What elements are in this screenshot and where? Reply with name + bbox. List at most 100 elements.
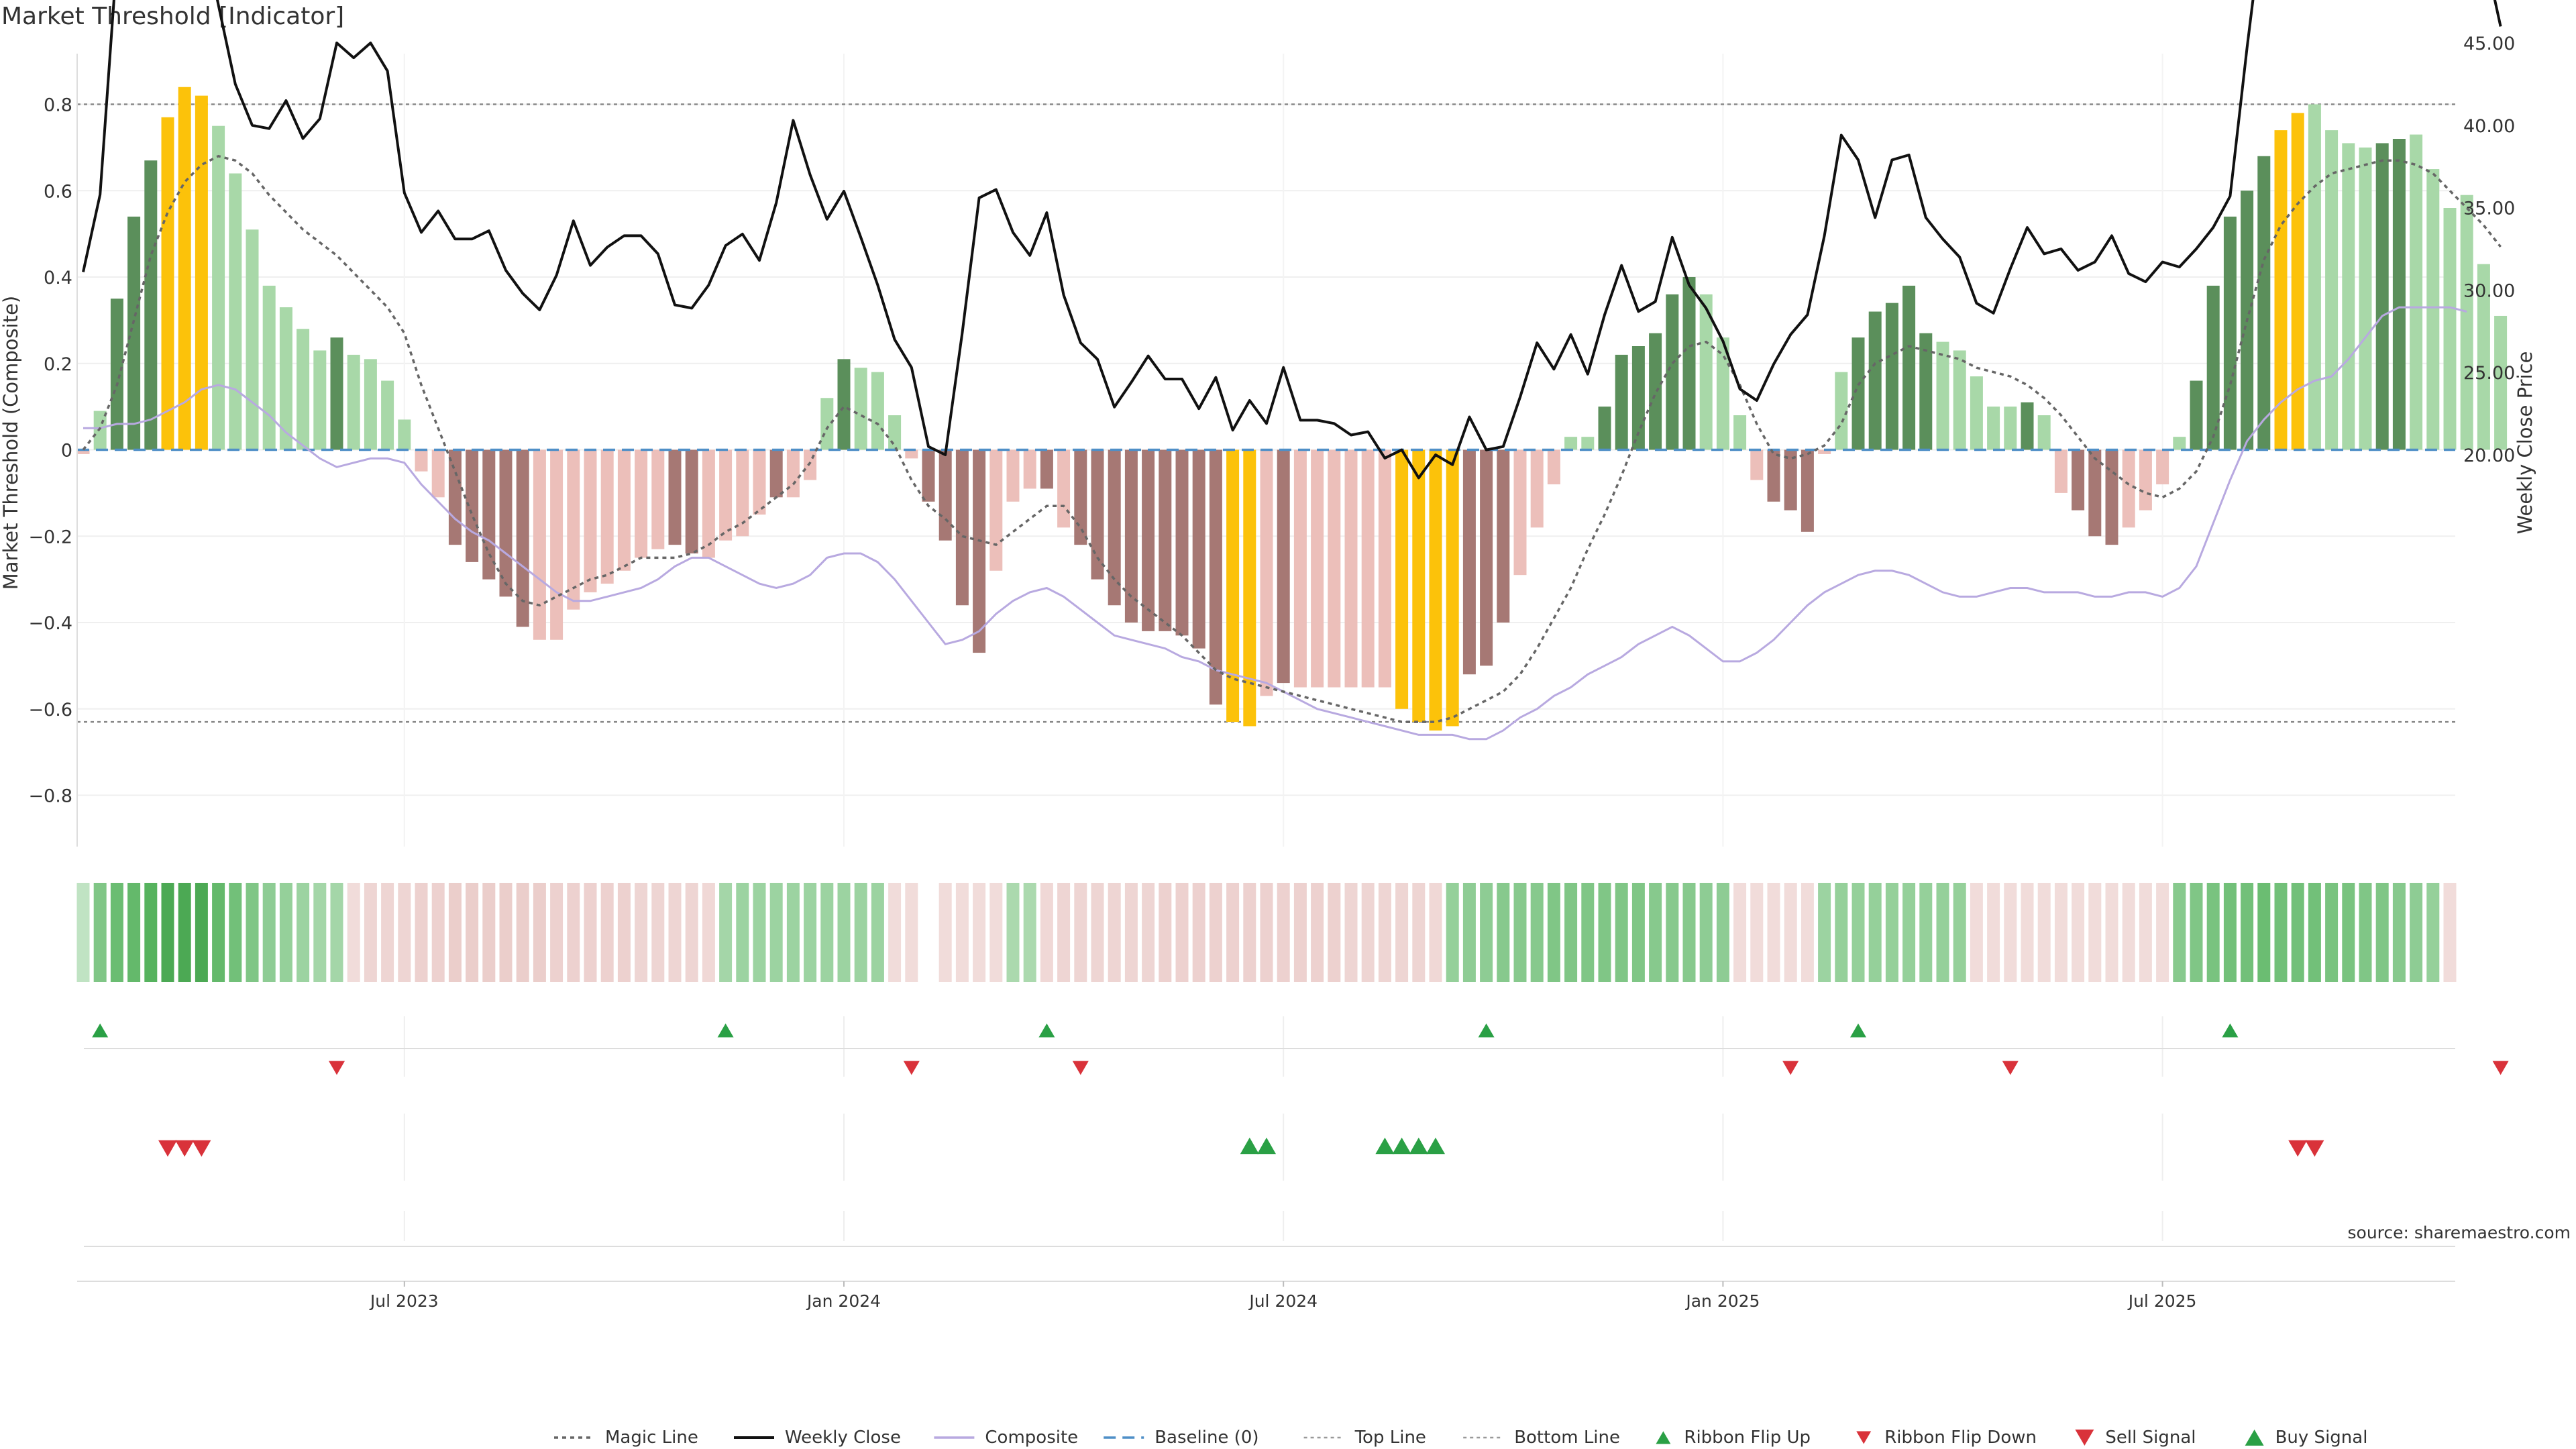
legend: Magic Line Weekly Close Composite Baseline … xyxy=(554,1428,2367,1448)
ribbon-cell xyxy=(2004,883,2017,982)
composite-bar xyxy=(1429,449,1442,731)
ribbon-cell xyxy=(2359,883,2372,982)
composite-bar xyxy=(431,449,445,498)
ribbon-cell xyxy=(313,883,327,982)
ribbon-cell xyxy=(685,883,698,982)
composite-bar xyxy=(2105,449,2118,545)
composite-bar xyxy=(600,449,614,584)
ribbon-cell xyxy=(1006,883,1020,982)
x-tick-label: Jul 2025 xyxy=(2127,1291,2197,1311)
ribbon-cell xyxy=(1835,883,1848,982)
ribbon-cell xyxy=(1361,883,1375,982)
sell-signal-marker xyxy=(2305,1140,2324,1157)
ribbon-flip-down-marker xyxy=(329,1061,345,1075)
right-tick-label: 20.00 xyxy=(2463,445,2515,466)
ribbon-cell xyxy=(2223,883,2237,982)
composite-bar xyxy=(229,173,242,450)
ribbon-cell xyxy=(2342,883,2355,982)
composite-bar xyxy=(635,449,648,558)
composite-bar xyxy=(76,449,90,454)
composite-bar xyxy=(2257,156,2271,450)
composite-bar xyxy=(1750,449,1764,480)
ribbon-cell xyxy=(2173,883,2186,982)
composite-bar xyxy=(1057,449,1071,528)
composite-bar xyxy=(837,359,851,450)
left-tick-label: −0.8 xyxy=(28,786,72,807)
ribbon-cell xyxy=(1395,883,1409,982)
legend-label: Composite xyxy=(985,1428,1078,1448)
ribbon-cell xyxy=(1243,883,1256,982)
composite-bar xyxy=(1530,449,1544,528)
ribbon-cell xyxy=(229,883,242,982)
ribbon-cell xyxy=(1277,883,1290,982)
ribbon-cell xyxy=(2392,883,2406,982)
ribbon-cell xyxy=(1970,883,1983,982)
left-tick-label: −0.6 xyxy=(28,700,72,720)
ribbon-cell xyxy=(330,883,343,982)
chart-title: Market Threshold [Indicator] xyxy=(1,3,345,30)
ribbon-cell xyxy=(1040,883,1053,982)
ribbon-cell xyxy=(1801,883,1814,982)
composite-bar xyxy=(2410,134,2423,450)
ribbon-flip-down-marker xyxy=(2492,1061,2509,1075)
composite-bar xyxy=(1716,337,1729,450)
ribbon-cell xyxy=(1818,883,1831,982)
composite-bar xyxy=(364,359,377,450)
legend-label: Ribbon Flip Up xyxy=(1684,1428,1811,1448)
legend-swatch-down-triangle xyxy=(1856,1431,1872,1444)
right-tick-label: 45.00 xyxy=(2463,34,2515,54)
ribbon-cell xyxy=(1142,883,1155,982)
legend-swatch-up-triangle xyxy=(1656,1431,1671,1444)
ribbon-cell xyxy=(871,883,884,982)
buy-signal-marker xyxy=(1392,1137,1411,1155)
buy-signal-marker xyxy=(1409,1137,1428,1155)
composite-bar xyxy=(2426,169,2440,450)
ribbon-cell xyxy=(1480,883,1493,982)
ribbon-cell xyxy=(769,883,783,982)
composite-bar xyxy=(2156,449,2169,484)
composite-bar xyxy=(1497,449,1510,623)
composite-bar xyxy=(2037,415,2051,450)
ribbon-cell xyxy=(584,883,597,982)
composite-bar xyxy=(2443,208,2457,450)
composite-bar xyxy=(246,229,259,450)
ribbon-flip-down-marker xyxy=(2002,1061,2019,1075)
legend-label: Bottom Line xyxy=(1514,1428,1620,1448)
composite-bar xyxy=(2392,139,2406,450)
ribbon-cell xyxy=(364,883,377,982)
ribbon-cell xyxy=(1091,883,1104,982)
composite-bar xyxy=(1480,449,1493,666)
ribbon-cell xyxy=(2139,883,2152,982)
ribbon-cell xyxy=(1192,883,1205,982)
composite-bar xyxy=(2223,216,2237,450)
composite-bar xyxy=(1142,449,1155,631)
ribbon-flip-up-marker xyxy=(1038,1023,1055,1038)
composite-bar xyxy=(1902,285,1916,450)
composite-bar xyxy=(1767,449,1780,502)
composite-bar xyxy=(736,449,749,537)
composite-bar xyxy=(973,449,986,653)
composite-bar xyxy=(1564,437,1578,450)
composite-bar xyxy=(2274,130,2288,450)
ribbon-cell xyxy=(786,883,800,982)
composite-bar xyxy=(567,449,580,610)
composite-bar xyxy=(2122,449,2135,528)
composite-bar xyxy=(1936,341,1949,450)
buy-signal-marker xyxy=(1426,1137,1445,1155)
composite-bar xyxy=(1412,449,1426,722)
composite-bar xyxy=(1970,376,1983,450)
composite-bar xyxy=(178,87,191,450)
ribbon-cell xyxy=(1175,883,1189,982)
ribbon-cell xyxy=(195,883,208,982)
composite-bar xyxy=(195,95,208,450)
composite-bar xyxy=(2173,437,2186,450)
ribbon-cell xyxy=(1446,883,1459,982)
ribbon-cell xyxy=(127,883,141,982)
composite-bar xyxy=(313,350,327,450)
ribbon-cell xyxy=(1209,883,1222,982)
composite-bar xyxy=(1598,407,1611,450)
ribbon-cell xyxy=(2308,883,2321,982)
ribbon-cell xyxy=(702,883,715,982)
ribbon-cell xyxy=(1311,883,1324,982)
